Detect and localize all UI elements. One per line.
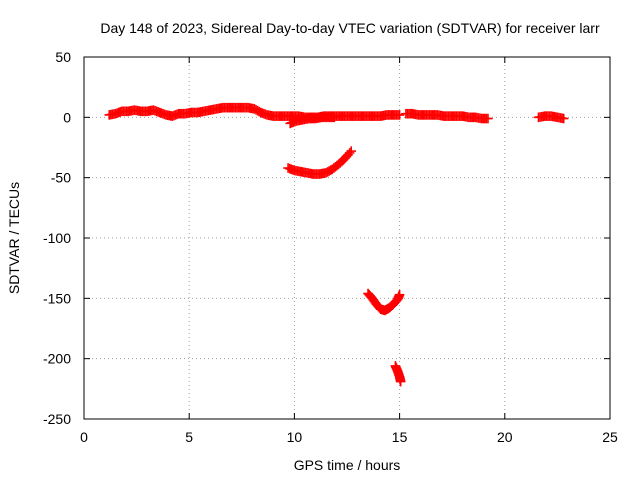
chart-title: Day 148 of 2023, Sidereal Day-to-day VTE… — [100, 20, 600, 36]
data-point — [346, 146, 357, 156]
data-point — [395, 376, 406, 387]
x-tick-label: 0 — [80, 429, 88, 445]
y-tick-label: -50 — [51, 170, 71, 186]
x-tick-label: 15 — [392, 429, 408, 445]
x-tick-label: 20 — [497, 429, 513, 445]
data-point — [558, 113, 569, 124]
data-point — [394, 289, 405, 300]
data-point — [394, 110, 405, 120]
data-points — [104, 102, 569, 387]
data-point — [329, 112, 340, 123]
y-tick-label: -100 — [43, 230, 71, 246]
data-point — [344, 148, 355, 158]
axis-ticks: 0 5 10 15 20 25 -250 -200 -150 -100 -50 0 50 — [43, 49, 618, 445]
y-tick-label: -250 — [43, 411, 71, 427]
y-tick-label: 50 — [55, 49, 71, 65]
x-tick-label: 25 — [602, 429, 618, 445]
y-tick-label: 0 — [63, 109, 71, 125]
data-point — [483, 113, 493, 124]
y-axis-label: SDTVAR / TECUs — [6, 182, 22, 294]
y-tick-label: -200 — [43, 351, 71, 367]
x-axis-label: GPS time / hours — [294, 457, 401, 473]
x-tick-label: 5 — [185, 429, 193, 445]
y-tick-label: -150 — [43, 290, 71, 306]
x-tick-label: 10 — [287, 429, 303, 445]
